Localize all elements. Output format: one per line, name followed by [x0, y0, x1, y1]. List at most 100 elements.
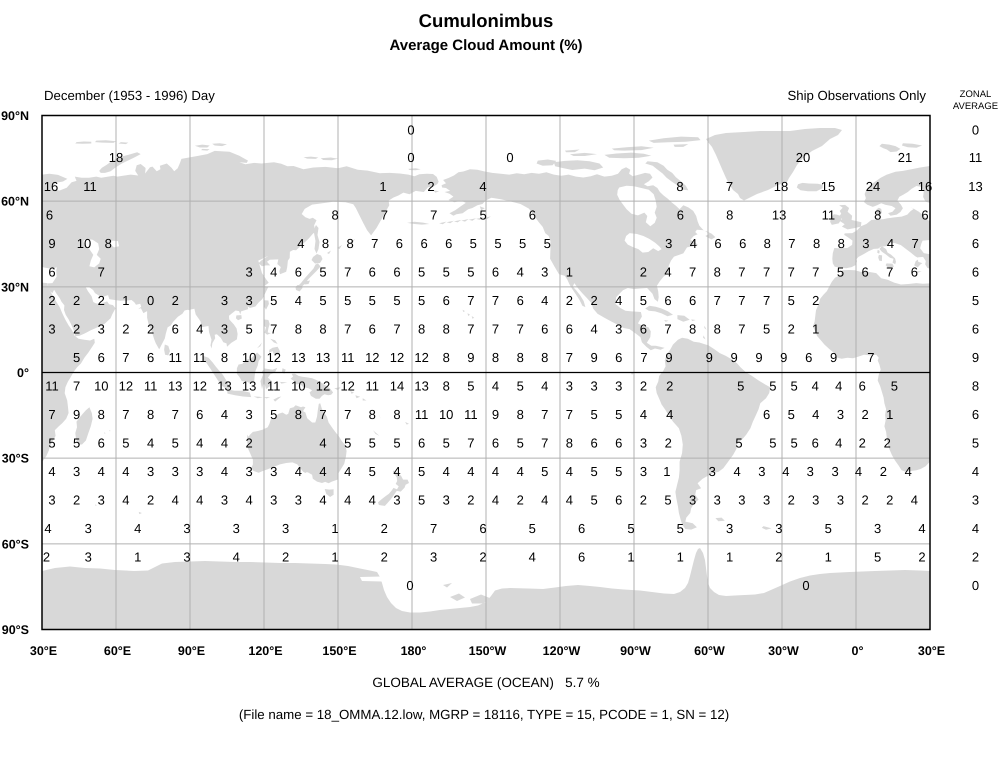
svg-text:2: 2 [73, 293, 80, 308]
svg-text:11: 11 [464, 407, 478, 422]
svg-text:2: 2 [859, 436, 866, 451]
svg-text:6: 6 [714, 236, 721, 251]
svg-text:6: 6 [590, 436, 597, 451]
svg-text:4: 4 [147, 436, 154, 451]
svg-text:3: 3 [48, 322, 55, 337]
svg-text:8: 8 [443, 322, 450, 337]
svg-text:GLOBAL AVERAGE (OCEAN) 5.7 %: GLOBAL AVERAGE (OCEAN) 5.7 % [372, 675, 599, 690]
svg-text:4: 4 [196, 493, 203, 508]
svg-text:5: 5 [467, 379, 474, 394]
svg-text:2: 2 [381, 521, 388, 536]
svg-text:3: 3 [831, 464, 838, 479]
svg-text:11: 11 [168, 350, 182, 365]
svg-text:5: 5 [874, 550, 881, 565]
svg-text:150°E: 150°E [322, 644, 356, 658]
svg-text:4: 4 [855, 464, 862, 479]
svg-text:8: 8 [541, 350, 548, 365]
svg-text:4: 4 [443, 464, 450, 479]
svg-text:6: 6 [196, 407, 203, 422]
svg-text:5: 5 [369, 436, 376, 451]
svg-text:1: 1 [825, 550, 832, 565]
svg-text:9: 9 [972, 350, 979, 365]
svg-text:2: 2 [147, 322, 154, 337]
svg-text:9: 9 [48, 236, 55, 251]
svg-text:13: 13 [217, 379, 231, 394]
svg-text:13: 13 [772, 208, 786, 223]
svg-text:6: 6 [420, 236, 427, 251]
svg-text:7: 7 [122, 350, 129, 365]
svg-text:4: 4 [344, 493, 351, 508]
svg-text:3: 3 [48, 493, 55, 508]
svg-text:5: 5 [640, 293, 647, 308]
svg-text:7: 7 [911, 236, 918, 251]
svg-text:2: 2 [590, 293, 597, 308]
svg-text:6: 6 [445, 236, 452, 251]
svg-text:5: 5 [529, 521, 536, 536]
svg-text:6: 6 [541, 322, 548, 337]
svg-text:13: 13 [291, 350, 305, 365]
svg-text:7: 7 [98, 265, 105, 280]
svg-text:5: 5 [788, 293, 795, 308]
svg-text:2: 2 [884, 436, 891, 451]
svg-text:11: 11 [193, 350, 207, 365]
svg-text:30°N: 30°N [1, 280, 29, 294]
svg-text:5: 5 [172, 436, 179, 451]
svg-text:10: 10 [77, 236, 91, 251]
svg-text:8: 8 [322, 236, 329, 251]
svg-text:9: 9 [706, 350, 713, 365]
svg-text:8: 8 [972, 208, 979, 223]
svg-text:4: 4 [492, 379, 499, 394]
svg-text:90°S: 90°S [2, 623, 29, 637]
svg-text:5: 5 [790, 379, 797, 394]
svg-text:4: 4 [733, 464, 740, 479]
svg-text:4: 4 [517, 265, 524, 280]
svg-text:7: 7 [467, 293, 474, 308]
svg-text:1: 1 [726, 550, 733, 565]
svg-text:6: 6 [98, 436, 105, 451]
svg-text:3: 3 [812, 493, 819, 508]
svg-text:11: 11 [45, 379, 59, 394]
svg-text:7: 7 [738, 265, 745, 280]
svg-text:3: 3 [393, 493, 400, 508]
svg-text:4: 4 [812, 379, 819, 394]
svg-text:7: 7 [738, 293, 745, 308]
svg-text:3: 3 [972, 493, 979, 508]
svg-text:5: 5 [344, 436, 351, 451]
svg-text:6: 6 [615, 493, 622, 508]
svg-text:0: 0 [147, 293, 154, 308]
svg-text:8: 8 [98, 407, 105, 422]
svg-text:0: 0 [972, 123, 979, 138]
svg-text:3: 3 [245, 464, 252, 479]
svg-text:8: 8 [393, 407, 400, 422]
svg-text:6: 6 [615, 436, 622, 451]
svg-text:8: 8 [517, 407, 524, 422]
svg-text:2: 2 [566, 293, 573, 308]
svg-text:16: 16 [918, 179, 932, 194]
svg-text:1: 1 [812, 322, 819, 337]
svg-text:6: 6 [479, 521, 486, 536]
svg-text:2: 2 [282, 550, 289, 565]
svg-text:8: 8 [221, 350, 228, 365]
svg-text:3: 3 [73, 464, 80, 479]
svg-text:5: 5 [769, 379, 776, 394]
svg-text:24: 24 [866, 179, 880, 194]
svg-text:3: 3 [221, 493, 228, 508]
svg-text:18: 18 [774, 179, 788, 194]
svg-text:5: 5 [319, 265, 326, 280]
svg-text:(File name = 18_OMMA.12.low, M: (File name = 18_OMMA.12.low, MGRP = 1811… [239, 707, 729, 722]
svg-text:7: 7 [541, 407, 548, 422]
svg-text:5: 5 [664, 493, 671, 508]
svg-text:6: 6 [911, 265, 918, 280]
svg-text:5: 5 [735, 436, 742, 451]
svg-text:4: 4 [44, 521, 51, 536]
svg-text:3: 3 [221, 293, 228, 308]
svg-text:2: 2 [918, 550, 925, 565]
svg-text:4: 4 [911, 493, 918, 508]
svg-text:3: 3 [85, 550, 92, 565]
svg-text:4: 4 [479, 179, 486, 194]
svg-text:8: 8 [105, 236, 112, 251]
svg-text:6: 6 [972, 322, 979, 337]
svg-text:11: 11 [822, 208, 836, 223]
svg-text:13: 13 [414, 379, 428, 394]
svg-text:30°E: 30°E [30, 644, 57, 658]
